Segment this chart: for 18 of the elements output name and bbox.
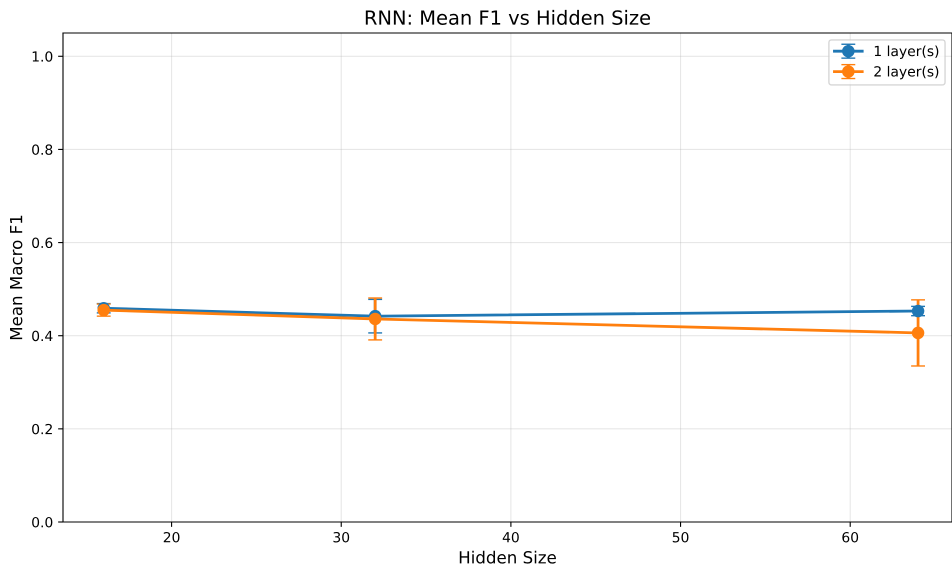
y-tick-label: 0.4 xyxy=(32,330,52,342)
x-axis-title: Hidden Size xyxy=(460,550,556,564)
point xyxy=(912,326,924,340)
x-tick-label: 50 xyxy=(672,532,688,542)
legend-label: 2 layer(s) xyxy=(874,66,938,80)
point xyxy=(368,312,382,326)
y-tick-label: 0.0 xyxy=(32,516,52,528)
y-axis-title: Mean Macro F1 xyxy=(10,216,22,340)
x-tick-label: 60 xyxy=(842,532,858,542)
y-tick-label: 1.0 xyxy=(32,51,52,62)
y-tick-label: 0.6 xyxy=(32,238,52,248)
legend-label: 1 layer(s) xyxy=(874,46,938,59)
y-tick-label: 0.8 xyxy=(32,144,52,155)
x-tick-label: 40 xyxy=(502,532,519,542)
x-tick-label: 20 xyxy=(164,532,180,542)
y-tick-label: 0.2 xyxy=(32,424,52,434)
chart-title: RNN: Mean F1 vs Hidden Size xyxy=(366,10,650,25)
x-tick-label: 30 xyxy=(333,532,350,542)
